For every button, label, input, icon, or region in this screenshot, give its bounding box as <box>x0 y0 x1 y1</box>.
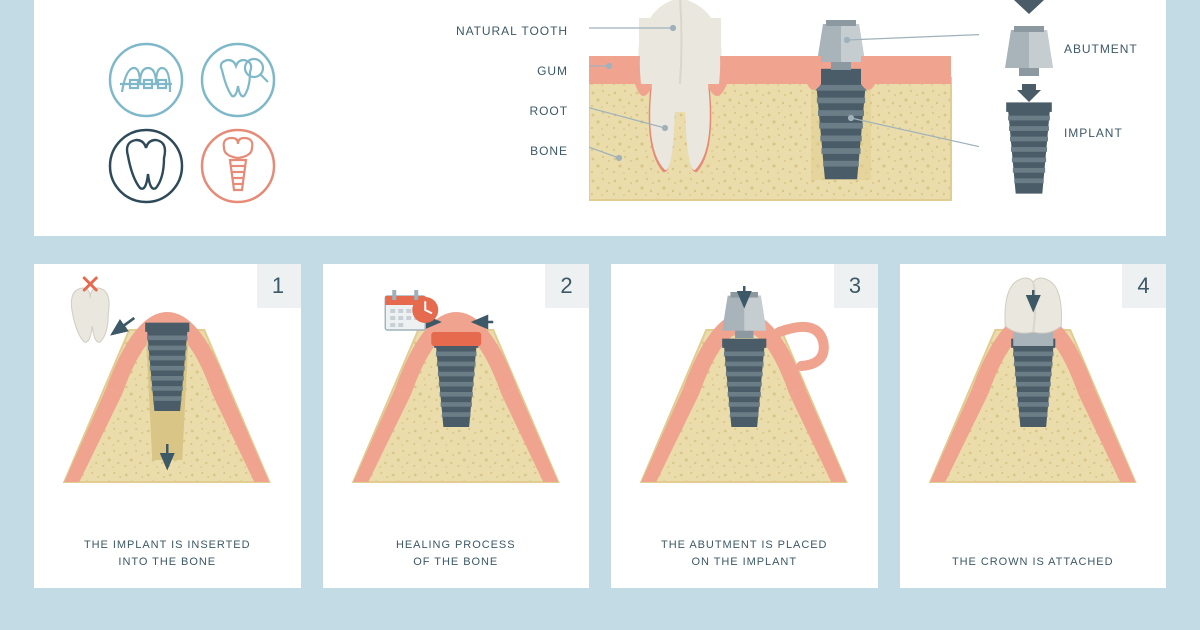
extracted-tooth-icon <box>71 278 109 342</box>
exploded-parts <box>994 0 1064 210</box>
anatomy-labels-left: NATURAL TOOTH GUM ROOT BONE <box>418 24 568 184</box>
icon-grid <box>104 38 284 208</box>
anatomy-panel: NATURAL TOOTH GUM ROOT BONE <box>34 0 1166 236</box>
step-caption: THE CROWN IS ATTACHED <box>912 554 1155 571</box>
label-implant: IMPLANT <box>1064 126 1164 140</box>
tooth-outline-icon <box>127 140 165 189</box>
label-gum: GUM <box>418 64 568 78</box>
clock-icon <box>412 297 438 323</box>
tooth-magnify-icon <box>221 59 268 96</box>
step-card-2: 2 <box>323 264 590 588</box>
part-labels-right: ABUTMENT IMPLANT <box>1064 26 1164 195</box>
step1-diagram <box>34 272 301 522</box>
steps-row: 1 THE IMPLANT IS INSERTEDINTO THE BONE <box>34 264 1166 594</box>
step2-diagram <box>323 272 590 522</box>
step-card-1: 1 THE IMPLANT IS INSERTEDINTO THE BONE <box>34 264 301 588</box>
implant-outline-icon <box>224 138 253 190</box>
step-card-3: 3 THE ABUTMENT IS PLACEDON THE IMPLANT <box>611 264 878 588</box>
cross-section-diagram <box>589 0 979 210</box>
braces-icon <box>120 68 172 92</box>
implanted-assembly <box>807 20 875 180</box>
label-root: ROOT <box>418 104 568 118</box>
step-caption: THE ABUTMENT IS PLACEDON THE IMPLANT <box>623 537 866 570</box>
step-caption: HEALING PROCESSOF THE BONE <box>335 537 578 570</box>
step-card-4: 4 THE CROWN IS ATTACHED <box>900 264 1167 588</box>
step-caption: THE IMPLANT IS INSERTEDINTO THE BONE <box>46 537 289 570</box>
step4-diagram <box>900 272 1167 522</box>
label-natural-tooth: NATURAL TOOTH <box>418 24 568 38</box>
label-bone: BONE <box>418 144 568 158</box>
label-abutment: ABUTMENT <box>1064 42 1164 56</box>
step3-diagram <box>611 272 878 522</box>
